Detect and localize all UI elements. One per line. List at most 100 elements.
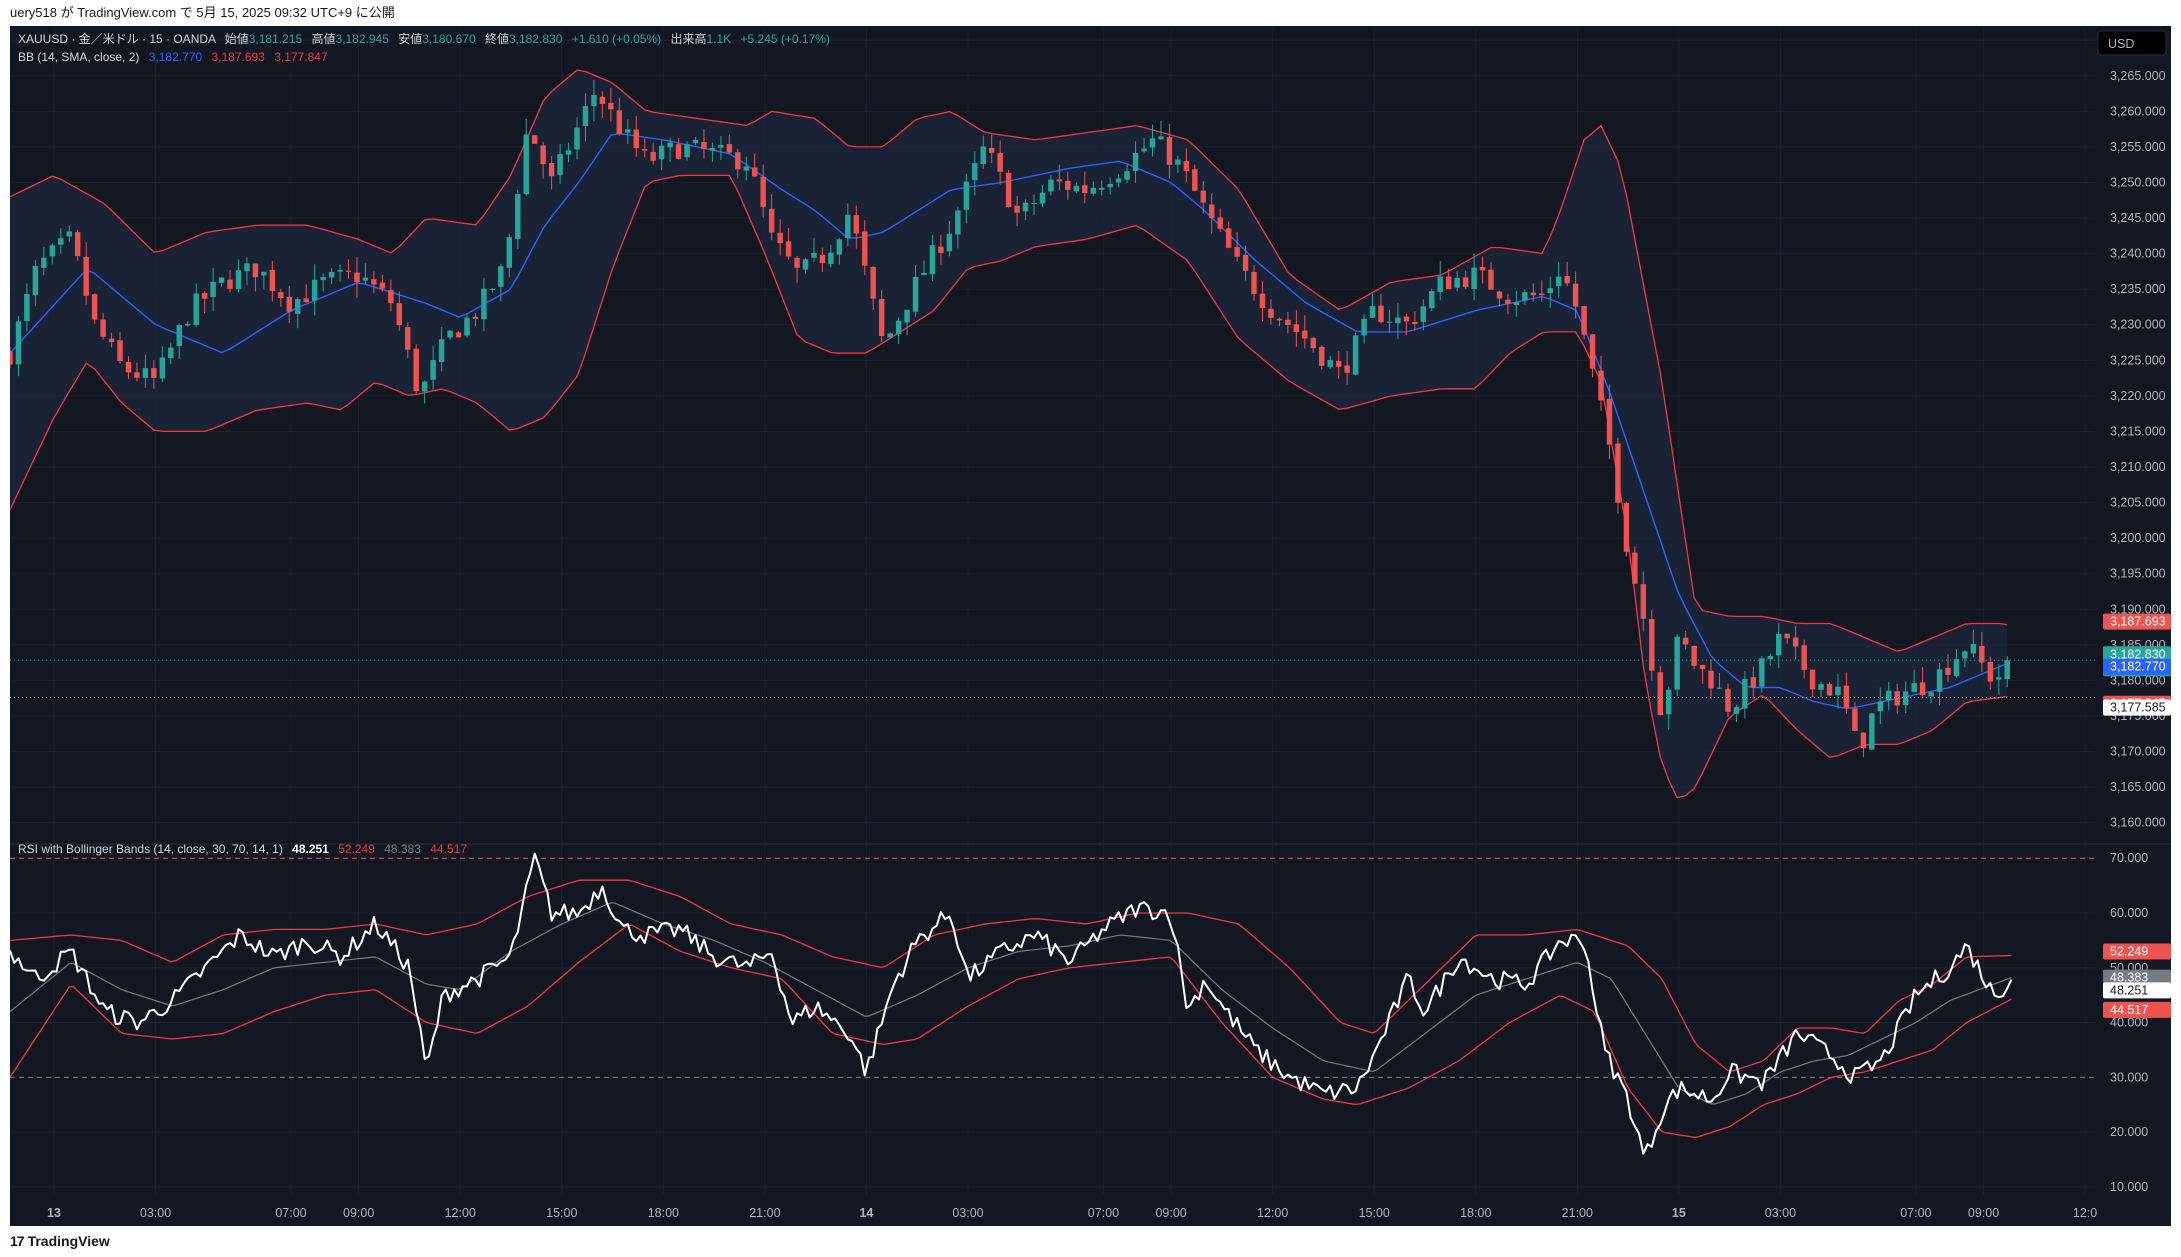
symbol-label[interactable]: XAUUSD · 金／米ドル · 15 · OANDA <box>18 31 216 46</box>
candle-body[interactable] <box>421 381 428 392</box>
candle-body[interactable] <box>1615 443 1621 503</box>
tradingview-logo[interactable]: 17 TradingView <box>10 1233 110 1249</box>
candle-body[interactable] <box>168 347 174 359</box>
price-axis[interactable]: 3,160.0003,165.0003,170.0003,175.0003,18… <box>2103 33 2171 1194</box>
candle-body[interactable] <box>201 293 208 299</box>
candle-body[interactable] <box>1327 360 1333 367</box>
candle-body[interactable] <box>642 149 648 151</box>
candle-body[interactable] <box>1843 685 1850 708</box>
candle-body[interactable] <box>1488 269 1494 290</box>
candle-body[interactable] <box>912 276 919 312</box>
candle-body[interactable] <box>354 272 360 283</box>
candle-body[interactable] <box>108 338 115 343</box>
candle-body[interactable] <box>1962 651 1968 659</box>
candle-body[interactable] <box>853 215 859 234</box>
candle-body[interactable] <box>1098 187 1105 190</box>
candle-body[interactable] <box>938 246 944 253</box>
candle-body[interactable] <box>531 135 538 144</box>
candle-body[interactable] <box>185 323 191 326</box>
candle-body[interactable] <box>430 360 436 380</box>
rsi-pane[interactable] <box>10 852 2095 1155</box>
candle-body[interactable] <box>396 303 402 326</box>
candle-body[interactable] <box>997 153 1003 172</box>
candle-body[interactable] <box>1352 335 1359 375</box>
candle-body[interactable] <box>1310 337 1316 349</box>
candle-body[interactable] <box>1124 171 1130 180</box>
candle-body[interactable] <box>455 332 462 338</box>
candle-body[interactable] <box>972 163 978 181</box>
rsi-legend-row[interactable]: RSI with Bollinger Bands (14, close, 30,… <box>18 842 467 856</box>
candle-body[interactable] <box>1945 667 1951 675</box>
chart-canvas[interactable]: 3,160.0003,165.0003,170.0003,175.0003,18… <box>10 26 2171 1226</box>
candle-body[interactable] <box>667 142 673 148</box>
candle-body[interactable] <box>515 194 521 239</box>
candle-body[interactable] <box>1420 306 1427 322</box>
candle-body[interactable] <box>1530 292 1537 296</box>
candle-body[interactable] <box>1674 636 1680 690</box>
candle-body[interactable] <box>1065 180 1071 190</box>
bb-legend-row[interactable]: BB (14, SMA, close, 2) 3,182.770 3,187.6… <box>18 50 328 64</box>
candle-body[interactable] <box>608 102 614 110</box>
candle-body[interactable] <box>1192 169 1198 191</box>
rsi-bb-upper-line[interactable] <box>10 879 2012 1072</box>
candle-body[interactable] <box>1522 292 1528 301</box>
candle-body[interactable] <box>1158 136 1164 140</box>
candle-body[interactable] <box>464 317 470 336</box>
candle-body[interactable] <box>1378 305 1384 323</box>
rsi-value-tag[interactable]: 48.251 <box>2103 982 2171 999</box>
candle-body[interactable] <box>548 163 555 177</box>
bb-basis-tag[interactable]: 3,182.770 <box>2103 658 2171 675</box>
candle-body[interactable] <box>1082 185 1088 194</box>
candle-body[interactable] <box>785 241 792 257</box>
candle-body[interactable] <box>506 237 513 268</box>
chart-area[interactable]: 3,160.000 3,165.000 3,170.000 3,175.000 3,18… <box>10 26 2171 1226</box>
candle-body[interactable] <box>125 361 132 373</box>
candle-body[interactable] <box>15 321 22 365</box>
candle-body[interactable] <box>210 281 216 298</box>
candle-body[interactable] <box>1217 217 1223 229</box>
candle-body[interactable] <box>1251 271 1257 294</box>
candle-body[interactable] <box>438 339 445 363</box>
candle-body[interactable] <box>49 245 56 257</box>
candle-body[interactable] <box>1479 267 1486 271</box>
candle-body[interactable] <box>1429 291 1435 309</box>
candle-body[interactable] <box>1572 283 1579 307</box>
candle-body[interactable] <box>193 293 199 325</box>
candle-body[interactable] <box>1285 319 1291 325</box>
candle-body[interactable] <box>362 277 369 281</box>
candle-body[interactable] <box>1234 247 1240 257</box>
candle-body[interactable] <box>117 340 123 362</box>
candle-body[interactable] <box>1369 306 1376 318</box>
candle-body[interactable] <box>1852 708 1858 731</box>
candle-body[interactable] <box>1835 686 1841 696</box>
candle-body[interactable] <box>1132 153 1139 171</box>
candle-body[interactable] <box>1699 665 1706 670</box>
candle-body[interactable] <box>74 232 81 257</box>
candle-body[interactable] <box>1742 678 1748 709</box>
candle-body[interactable] <box>337 270 343 272</box>
candle-body[interactable] <box>633 129 639 149</box>
candle-body[interactable] <box>1073 185 1080 192</box>
candle-body[interactable] <box>1242 254 1249 271</box>
candle-body[interactable] <box>142 368 149 378</box>
candle-body[interactable] <box>1022 202 1029 212</box>
candle-body[interactable] <box>1149 138 1156 148</box>
candle-body[interactable] <box>1640 584 1647 619</box>
candle-body[interactable] <box>1014 205 1020 213</box>
candle-body[interactable] <box>955 210 961 235</box>
candle-body[interactable] <box>345 270 352 272</box>
candle-body[interactable] <box>1589 334 1596 369</box>
candle-body[interactable] <box>1141 148 1147 152</box>
candle-body[interactable] <box>235 270 242 289</box>
rsi-ma-line[interactable] <box>10 902 2012 1105</box>
candle-body[interactable] <box>1869 713 1875 750</box>
candle-body[interactable] <box>591 94 597 107</box>
candle-body[interactable] <box>946 233 953 252</box>
candle-body[interactable] <box>777 232 783 244</box>
candle-body[interactable] <box>447 330 453 338</box>
candle-body[interactable] <box>244 263 250 272</box>
candle-body[interactable] <box>1115 178 1122 183</box>
candle-body[interactable] <box>32 265 39 296</box>
candle-body[interactable] <box>904 309 910 323</box>
candle-body[interactable] <box>1970 644 1977 654</box>
